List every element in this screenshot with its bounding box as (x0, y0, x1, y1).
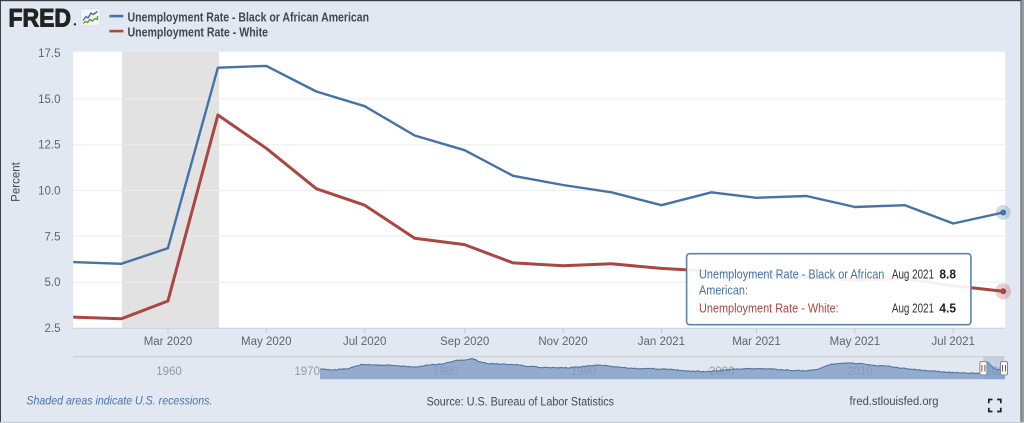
svg-text:7.5: 7.5 (45, 231, 61, 243)
svg-text:May 2020: May 2020 (241, 336, 292, 348)
svg-text:Unemployment Rate - White:: Unemployment Rate - White: (699, 300, 839, 315)
svg-text:12.5: 12.5 (38, 140, 60, 152)
svg-text:Aug 2021: Aug 2021 (892, 300, 934, 315)
svg-text:Aug 2021: Aug 2021 (892, 266, 934, 281)
svg-text:10.0: 10.0 (38, 186, 60, 198)
svg-text:Mar 2020: Mar 2020 (144, 336, 193, 348)
svg-text:Shaded areas indicate U.S. rec: Shaded areas indicate U.S. recessions. (26, 395, 212, 408)
svg-text:17.5: 17.5 (38, 48, 60, 60)
svg-text:2.5: 2.5 (45, 323, 61, 335)
svg-text:5.0: 5.0 (45, 277, 61, 289)
svg-text:15.0: 15.0 (38, 94, 60, 106)
svg-text:1960: 1960 (156, 366, 182, 378)
svg-text:Source: U.S. Bureau of Labor S: Source: U.S. Bureau of Labor Statistics (427, 395, 614, 409)
svg-text:American:: American: (699, 282, 748, 297)
svg-text:1970: 1970 (294, 366, 320, 378)
svg-text:Mar 2021: Mar 2021 (732, 336, 781, 348)
svg-text:Unemployment Rate - White: Unemployment Rate - White (128, 24, 269, 39)
svg-text:Unemployment Rate - Black or A: Unemployment Rate - Black or African (699, 266, 884, 281)
svg-text:May 2021: May 2021 (830, 336, 881, 348)
svg-text:Jul 2020: Jul 2020 (343, 336, 386, 348)
svg-text:Sep 2020: Sep 2020 (440, 336, 489, 348)
svg-text:Unemployment Rate - Black or A: Unemployment Rate - Black or African Ame… (128, 9, 370, 24)
svg-text:FRED: FRED (9, 5, 72, 33)
svg-text:fred.stlouisfed.org: fred.stlouisfed.org (850, 394, 939, 408)
svg-text:Jul 2021: Jul 2021 (931, 336, 974, 348)
svg-text:Percent: Percent (11, 161, 23, 201)
svg-text:8.8: 8.8 (939, 266, 956, 281)
svg-text:4.5: 4.5 (939, 300, 956, 315)
svg-text:Nov 2020: Nov 2020 (538, 336, 587, 348)
svg-text:Jan 2021: Jan 2021 (638, 336, 685, 348)
